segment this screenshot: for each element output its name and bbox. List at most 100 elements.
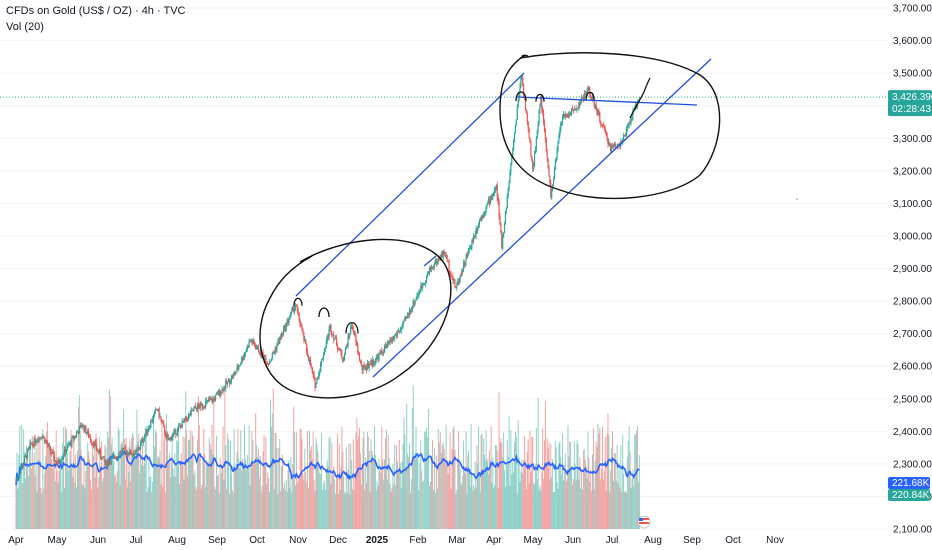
volume-bar	[346, 492, 348, 529]
volume-bar	[507, 456, 509, 529]
volume-bar	[438, 442, 440, 529]
volume-bar	[186, 430, 188, 529]
volume-bar	[269, 399, 271, 529]
candle-body	[501, 232, 503, 249]
volume-bar	[36, 491, 38, 529]
candle-body	[229, 381, 232, 384]
volume-bar	[126, 487, 128, 529]
volume-bar	[637, 426, 639, 529]
volume-bar	[196, 489, 198, 529]
volume-bar	[557, 488, 559, 529]
candle-body	[226, 381, 228, 384]
candle-body	[33, 438, 35, 446]
projection-stroke[interactable]	[629, 77, 651, 119]
candle-body	[385, 345, 387, 348]
volume-bar	[504, 470, 506, 529]
candle-body	[29, 442, 31, 447]
candle-body	[274, 348, 276, 352]
price-axis[interactable]: 3,700.0003,600.0003,500.0003,400.0003,30…	[893, 4, 932, 536]
volume-bar	[338, 443, 340, 529]
candle-body	[445, 255, 447, 257]
symbol-title[interactable]: CFDs on Gold (US$ / OZ) · 4h · TVC	[6, 5, 186, 17]
volume-bar	[615, 480, 617, 529]
peak-loop-head[interactable]	[318, 307, 330, 318]
candle-body	[427, 272, 429, 276]
volume-bar	[140, 445, 142, 529]
candle-body	[271, 353, 273, 359]
volume-bar	[240, 430, 242, 529]
volume-bar	[563, 465, 565, 529]
volume-bar	[375, 490, 377, 529]
candle-body	[34, 438, 36, 444]
candle-body	[269, 361, 272, 363]
candle-body	[238, 366, 240, 369]
candle-body	[268, 363, 270, 365]
volume-bar	[154, 429, 156, 529]
volume-bar	[329, 436, 331, 529]
y-tick-label: 2,800.000	[893, 297, 932, 308]
volume-bar	[228, 439, 230, 529]
volume-bar	[585, 465, 587, 529]
volume-bar	[188, 439, 190, 529]
peak-loop-right[interactable]	[345, 321, 359, 334]
candle-body	[513, 132, 516, 141]
volume-bar	[314, 491, 316, 529]
candle-body	[360, 361, 362, 365]
candle-body	[391, 340, 393, 342]
peak-loop-left[interactable]	[293, 297, 303, 306]
volume-bar	[609, 492, 611, 529]
candle-body	[582, 97, 584, 100]
volume-bar	[547, 448, 549, 529]
volume-bar	[236, 452, 238, 529]
candle-body	[224, 386, 226, 389]
candle-body	[138, 448, 140, 450]
volume-bar	[54, 481, 56, 529]
volume-bar	[441, 444, 443, 529]
volume-bar	[552, 459, 554, 529]
candle-body	[27, 448, 30, 450]
volume-bar	[366, 482, 368, 529]
candle-body	[419, 292, 421, 294]
drawings[interactable]	[259, 52, 798, 399]
volume-bar	[253, 463, 255, 529]
peak-loop-2b[interactable]	[535, 93, 545, 102]
time-axis[interactable]: Apr May Jun Jul Aug Sep Oct Nov Dec 2025 Feb Mar Apr…	[8, 535, 784, 546]
volume-bar	[96, 438, 98, 529]
candle-body	[46, 441, 48, 444]
candle-body	[304, 339, 306, 341]
peak-loop-2a[interactable]	[515, 91, 527, 102]
volume-bar	[205, 486, 207, 529]
volume-bar	[232, 492, 234, 529]
volume-bar	[189, 430, 191, 529]
candle-body	[395, 334, 397, 336]
neckline[interactable]	[516, 96, 698, 106]
candle-body	[186, 418, 189, 421]
consolidation-circle-2[interactable]	[499, 52, 721, 200]
volume-indicator-label[interactable]: Vol (20)	[6, 21, 44, 33]
volume-bar	[246, 455, 248, 529]
candle-body	[327, 336, 329, 338]
candle-body	[276, 344, 278, 350]
channel-lower-line[interactable]	[372, 58, 712, 378]
candle-body	[157, 408, 159, 410]
volume-bar	[148, 459, 150, 529]
trend-segment[interactable]	[423, 255, 437, 267]
candle-body	[537, 123, 539, 131]
candle-body	[212, 398, 214, 402]
candle-body	[127, 452, 129, 455]
volume-bar	[482, 468, 484, 529]
consolidation-circle-1[interactable]	[259, 238, 452, 399]
volume-bar	[229, 440, 231, 529]
volume-bar	[297, 475, 299, 529]
candle-body	[20, 469, 22, 474]
volume-bar	[267, 472, 269, 529]
y-tick-label: 2,100.000	[893, 525, 932, 536]
volume-bar	[102, 478, 104, 529]
channel-upper-line[interactable]	[295, 72, 525, 297]
us-flag-event-icon[interactable]	[637, 515, 651, 529]
volume-bar	[479, 491, 481, 529]
volume-bar	[448, 462, 450, 529]
peak-loop-2c[interactable]	[585, 91, 595, 100]
volume-bar	[404, 434, 406, 529]
